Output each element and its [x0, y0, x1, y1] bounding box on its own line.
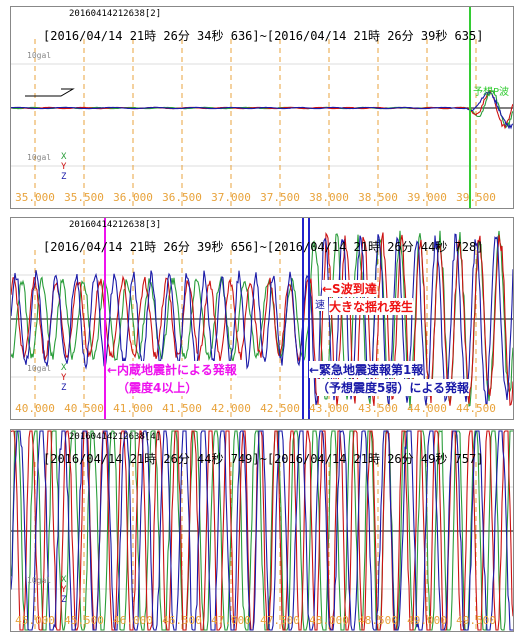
x-tick-label: 47.500: [260, 614, 300, 627]
x-tick-label: 38.000: [309, 191, 349, 204]
scale-label-bottom: 10gal: [27, 153, 52, 162]
x-tick-label: 40.000: [15, 402, 55, 415]
x-tick-label: 40.500: [64, 402, 104, 415]
x-tick-label: 45.500: [64, 614, 104, 627]
scale-label-top: 10gal: [27, 51, 52, 60]
legend-x: X: [61, 152, 67, 162]
x-tick-label: 35.500: [64, 191, 104, 204]
waveform-z: [11, 430, 513, 631]
speed-marker-label: 速: [315, 296, 325, 311]
waveform-plot-3: 45.000 45.500 46.000 46.500 47.000 47.500 48.0…: [11, 430, 513, 631]
x-tick-label: 48.000: [309, 614, 349, 627]
x-tick-label: 39.000: [407, 191, 447, 204]
waveform-panel-3: 45.000 45.500 46.000 46.500 47.000 47.500 48.0…: [10, 429, 514, 632]
x-tick-label: 46.000: [113, 614, 153, 627]
x-tick-label: 44.500: [456, 402, 496, 415]
x-tick-label: 42.000: [211, 402, 251, 415]
legend-y: Y: [61, 373, 67, 383]
x-tick-label: 44.000: [407, 402, 447, 415]
x-tick-label: 37.500: [260, 191, 300, 204]
scale-label-bottom: 10gal: [27, 364, 52, 373]
x-tick-label: 45.000: [15, 614, 55, 627]
legend-z: Z: [61, 595, 67, 605]
s-wave-annotation-2: 大きな揺れ発生: [329, 298, 414, 315]
x-tick-label: 49.500: [456, 614, 496, 627]
panel-id: 20160414212638[2]: [69, 9, 162, 19]
waveform-x: [11, 430, 513, 631]
x-tick-label: 36.000: [113, 191, 153, 204]
time-range: [2016/04/14 21時 26分 39秒 656]~[2016/04/14…: [43, 240, 484, 254]
time-range: [2016/04/14 21時 26分 34秒 636]~[2016/04/14…: [43, 29, 484, 43]
eew-annotation-2: （予想震度5弱）による発報: [317, 379, 469, 396]
series-legend: X Y Z: [61, 363, 66, 393]
x-tick-label: 41.500: [162, 402, 202, 415]
x-tick-label: 36.500: [162, 191, 202, 204]
x-tick-label: 37.000: [211, 191, 251, 204]
scale-label-bottom: 10gal: [27, 576, 52, 585]
eew-annotation-1: ←緊急地震速報第1報: [309, 361, 424, 378]
waveform-plot-2: 40.000 40.500 41.000 41.500 42.000 42.500 43.0…: [11, 218, 513, 419]
legend-y: Y: [61, 162, 67, 172]
s-wave-annotation-1: ←S波到達: [322, 280, 377, 297]
x-tick-label: 42.500: [260, 402, 300, 415]
x-tick-label: 41.000: [113, 402, 153, 415]
legend-z: Z: [61, 172, 67, 182]
p-wave-label: 予想P波: [473, 87, 510, 98]
x-tick-label: 39.500: [456, 191, 496, 204]
panel-id: 20160414212638[3]: [69, 220, 162, 230]
panel-id: 20160414212638[4]: [69, 432, 162, 442]
waveform-z: [11, 233, 513, 406]
x-tick-label: 49.000: [407, 614, 447, 627]
waveform-plot-1: 35.000 35.500 36.000 36.500 37.000 37.500 38.0…: [11, 7, 513, 208]
x-tick-label: 43.000: [309, 402, 349, 415]
series-legend: X Y Z: [61, 152, 66, 182]
legend-y: Y: [61, 585, 67, 595]
arrow-glyph: [25, 88, 75, 97]
x-tick-label: 43.500: [358, 402, 398, 415]
internal-annotation-1: ←内蔵地震計による発報: [107, 361, 237, 378]
x-tick-label: 38.500: [358, 191, 398, 204]
time-range: [2016/04/14 21時 26分 44秒 749]~[2016/04/14…: [43, 452, 484, 466]
waveform-panel-2: 40.000 40.500 41.000 41.500 42.000 42.500 43.0…: [10, 217, 514, 420]
legend-x: X: [61, 575, 67, 585]
x-tick-label: 35.000: [15, 191, 55, 204]
legend-x: X: [61, 363, 67, 373]
x-tick-label: 46.500: [162, 614, 202, 627]
legend-z: Z: [61, 383, 67, 393]
x-tick-label: 48.500: [358, 614, 398, 627]
x-tick-label: 47.000: [211, 614, 251, 627]
internal-annotation-2: （震度4以上）: [117, 379, 198, 396]
waveform-z: [11, 90, 513, 130]
series-legend: X Y Z: [61, 575, 66, 605]
waveform-panel-1: 35.000 35.500 36.000 36.500 37.000 37.500 38.0…: [10, 6, 514, 209]
